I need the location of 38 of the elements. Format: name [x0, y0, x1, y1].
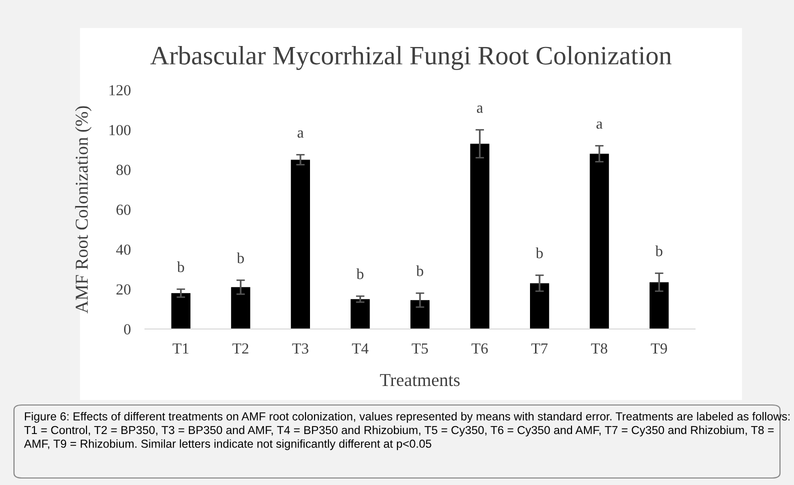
bar: [410, 300, 430, 329]
annotation: b: [536, 247, 543, 258]
y-tick-label: 40: [116, 244, 131, 255]
x-tick-label: T8: [591, 343, 608, 354]
x-tick-label: T6: [472, 343, 488, 354]
annotation: a: [476, 106, 483, 113]
bar: [350, 299, 370, 329]
bar: [231, 287, 250, 329]
y-tick-label: 60: [116, 204, 131, 215]
annotation: b: [236, 252, 244, 264]
caption: Figure 6: Effects of different treatments on AMF root colonization, values represented by means with standard error. Treatments are labeled as follows: T1 = Control, T2 = BP350, T3 = BP350 and AMF, T4 = BP350 and Rhizobium, T5 = Cy350, T6 = Cy350 and AMF, T7 = Cy350 and Rhizobium, T8 = AMF, T9 = Rhizobium. Similar letters indicate not significantly different at p<0.05: [24, 412, 790, 450]
annotation: b: [356, 268, 364, 280]
bar: [171, 293, 190, 329]
y-tick-label: 80: [116, 164, 131, 176]
y-axis-title: AMF Root Colonization (%): [75, 106, 92, 314]
x-tick-label: T2: [232, 343, 248, 354]
annotation: b: [177, 261, 184, 272]
y-tick-label: 0: [124, 324, 131, 334]
chart-title: Arbascular Mycorrhizal Fungi Root Colonization: [150, 46, 672, 70]
annotation: a: [298, 130, 304, 138]
y-tick-label: 120: [110, 85, 131, 96]
x-tick-label: T7: [531, 343, 548, 354]
bar: [530, 283, 550, 329]
annotation: a: [596, 121, 603, 129]
annotation: b: [416, 265, 424, 276]
bar: [590, 154, 609, 329]
x-tick-label: T1: [172, 343, 188, 354]
bar: [650, 282, 669, 329]
x-tick-label: T9: [650, 343, 667, 354]
bar: [470, 144, 490, 329]
x-tick-label: T4: [352, 343, 368, 354]
y-tick-label: 100: [110, 124, 131, 136]
bar: [290, 160, 310, 329]
x-tick-label: T3: [292, 343, 308, 354]
x-axis-title: Treatments: [380, 374, 460, 386]
y-tick-label: 20: [116, 284, 131, 295]
annotation: b: [655, 245, 662, 256]
x-tick-label: T5: [412, 343, 428, 354]
